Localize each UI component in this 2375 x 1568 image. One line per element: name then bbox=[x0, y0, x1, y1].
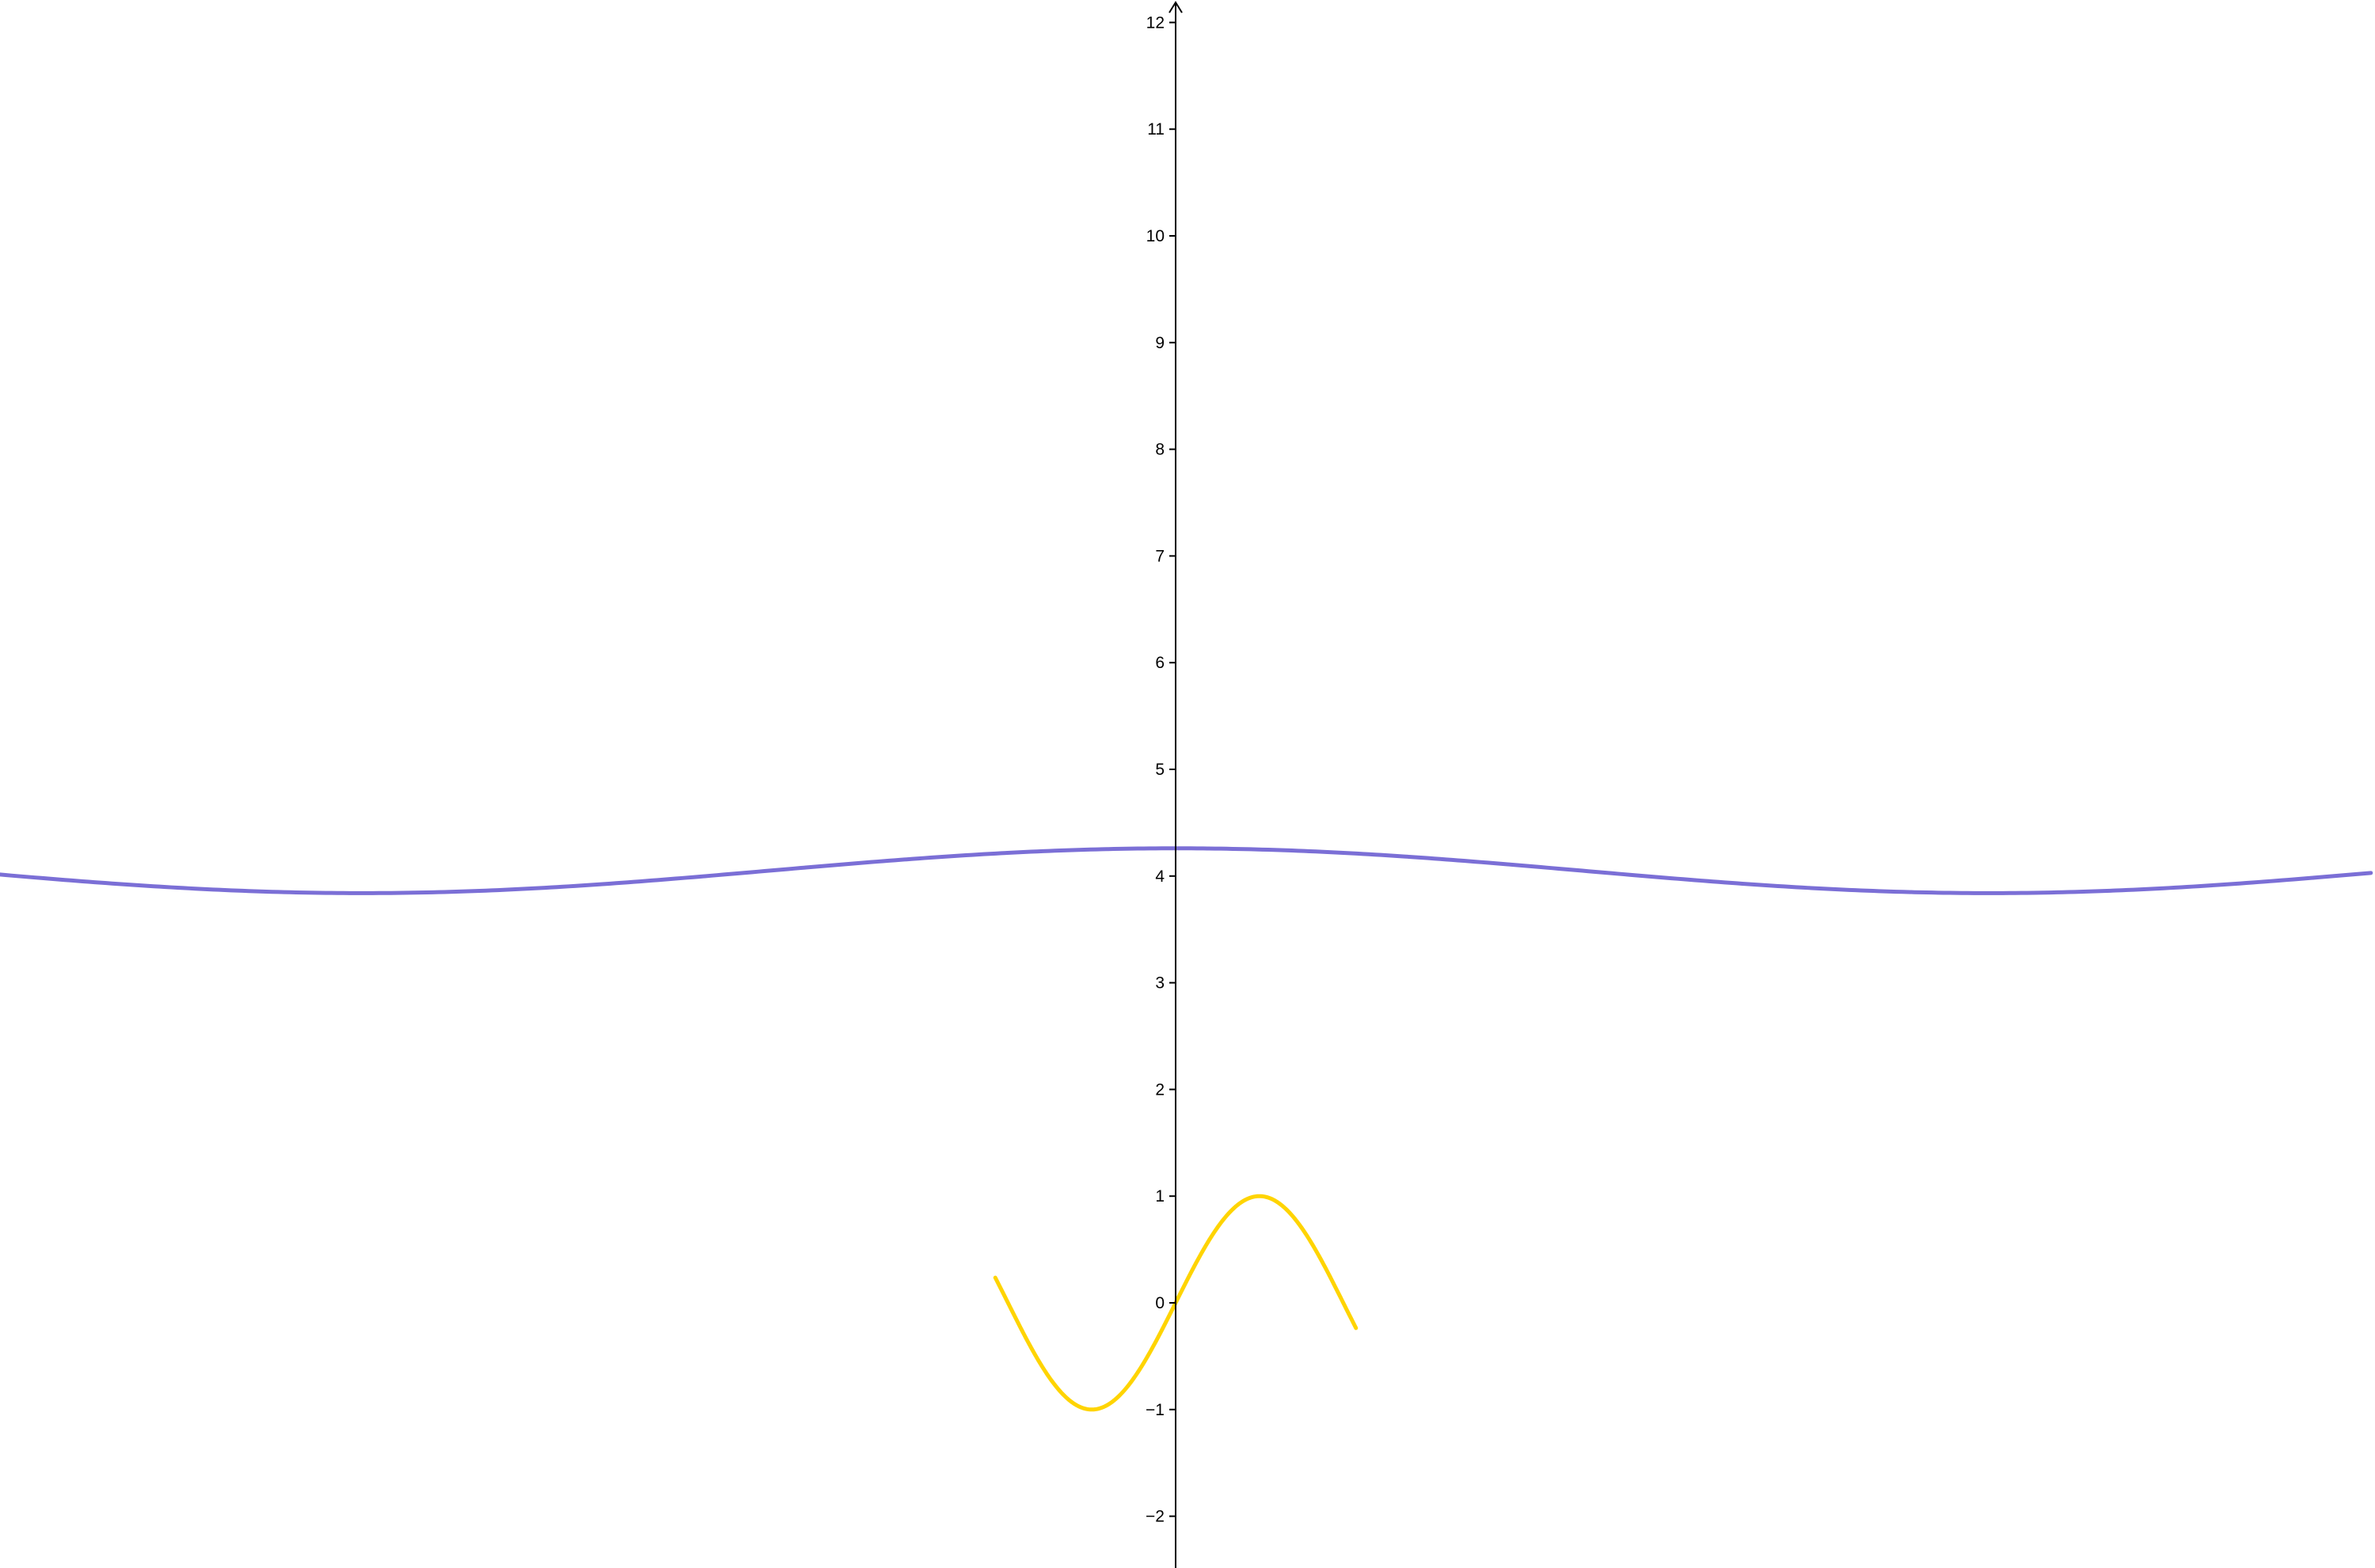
y-tick-label: 7 bbox=[1155, 547, 1165, 565]
y-tick-label: 4 bbox=[1155, 868, 1165, 886]
purple-curve[interactable] bbox=[0, 846, 2373, 895]
y-tick-label: 8 bbox=[1155, 441, 1165, 459]
y-tick-label: 10 bbox=[1146, 227, 1165, 245]
y-tick-label: 3 bbox=[1155, 974, 1165, 993]
curves-layer bbox=[0, 846, 2373, 1412]
y-tick-label: 12 bbox=[1146, 13, 1165, 32]
y-tick-label: 5 bbox=[1155, 761, 1165, 779]
y-tick-label: 0 bbox=[1155, 1294, 1165, 1312]
y-tick-label: 9 bbox=[1155, 334, 1165, 352]
y-tick-label: 11 bbox=[1147, 120, 1165, 139]
y-axis-arrow-icon bbox=[1168, 1, 1183, 13]
y-tick-label: 1 bbox=[1155, 1187, 1165, 1205]
y-tick-label: −2 bbox=[1146, 1508, 1165, 1526]
y-tick-label: 6 bbox=[1155, 654, 1165, 672]
y-tick-label: −1 bbox=[1146, 1401, 1165, 1419]
y-tick-label: 2 bbox=[1155, 1080, 1165, 1099]
